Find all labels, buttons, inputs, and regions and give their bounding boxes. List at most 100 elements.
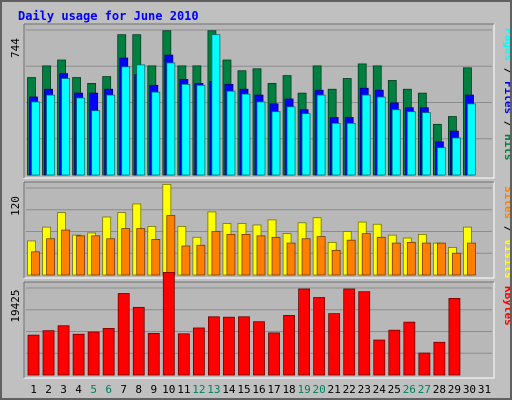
- bar-sites-day-21: [331, 249, 341, 276]
- bar-pages-day-19: [301, 113, 311, 176]
- x-tick-label-day-23: 23: [358, 383, 371, 396]
- x-tick-label-day-16: 16: [252, 383, 265, 396]
- x-tick-label-day-30: 30: [463, 383, 476, 396]
- bar-pages-day-13: [211, 34, 221, 176]
- bar-pages-day-2: [46, 94, 55, 176]
- bar-pages-day-7: [121, 66, 131, 176]
- bar-sites-day-24: [376, 236, 386, 276]
- bar-kbytes-day-5: [87, 331, 100, 376]
- bar-sites-day-13: [211, 231, 221, 276]
- legend-visits: Visits: [502, 239, 510, 279]
- bar-sites-day-16: [256, 235, 266, 276]
- bar-kbytes-day-6: [102, 328, 115, 376]
- bar-pages-day-22: [346, 122, 356, 176]
- bar-sites-day-11: [181, 245, 191, 276]
- bar-sites-day-23: [361, 233, 371, 276]
- bar-kbytes-day-21: [328, 313, 341, 376]
- x-tick-label-day-25: 25: [388, 383, 401, 396]
- bar-kbytes-day-11: [177, 333, 190, 376]
- bar-sites-day-15: [241, 233, 251, 276]
- bar-kbytes-day-29: [448, 298, 461, 376]
- x-tick-label-day-28: 28: [433, 383, 446, 396]
- bar-pages-day-14: [226, 90, 236, 176]
- bar-pages-day-4: [76, 97, 86, 176]
- panel-kbytes-max-label: 19425: [9, 289, 22, 322]
- bar-pages-day-26: [406, 111, 416, 176]
- bar-kbytes-day-28: [433, 341, 446, 376]
- x-tick-label-day-13: 13: [207, 383, 220, 396]
- x-tick-label-day-7: 7: [120, 383, 127, 396]
- legend-files: Files: [502, 81, 510, 114]
- bar-kbytes-day-27: [418, 352, 431, 376]
- bar-kbytes-day-13: [208, 316, 220, 376]
- bar-pages-day-1: [31, 101, 40, 176]
- bar-sites-day-29: [452, 252, 461, 276]
- bar-kbytes-day-20: [313, 297, 326, 376]
- bar-sites-day-1: [31, 251, 40, 276]
- bar-pages-day-23: [361, 94, 371, 176]
- bar-sites-day-27: [421, 242, 431, 276]
- bar-pages-day-15: [241, 93, 251, 176]
- chart-title: Daily usage for June 2010: [18, 9, 199, 23]
- bar-kbytes-day-26: [403, 321, 416, 376]
- bar-sites-day-19: [301, 238, 311, 276]
- bar-pages-day-8: [136, 64, 146, 176]
- bar-sites-day-26: [406, 241, 416, 276]
- bar-kbytes-day-1: [27, 334, 40, 376]
- bar-pages-day-27: [421, 112, 431, 176]
- bar-sites-day-30: [467, 242, 476, 276]
- bar-kbytes-day-14: [223, 316, 235, 376]
- bar-kbytes-day-9: [147, 332, 160, 376]
- panel-visits-max-label: 120: [9, 196, 22, 216]
- bar-kbytes-day-15: [238, 316, 250, 376]
- x-tick-label-day-6: 6: [105, 383, 112, 396]
- x-tick-label-day-19: 19: [297, 383, 310, 396]
- bar-sites-day-20: [316, 236, 326, 276]
- bar-pages-day-11: [181, 83, 191, 176]
- x-tick-label-day-9: 9: [150, 383, 157, 396]
- panel-usage-max-label: 744: [9, 38, 22, 58]
- bar-sites-day-2: [46, 238, 55, 276]
- x-tick-label-day-5: 5: [90, 383, 97, 396]
- bar-sites-day-28: [436, 242, 446, 276]
- bar-sites-day-3: [61, 229, 70, 276]
- legend-pages: Pages: [502, 28, 510, 61]
- bar-sites-day-9: [151, 239, 161, 276]
- bar-kbytes-day-8: [132, 306, 145, 376]
- bar-pages-day-10: [166, 62, 176, 176]
- bar-sites-day-14: [226, 233, 236, 276]
- x-tick-label-day-31: 31: [478, 383, 491, 396]
- bar-sites-day-25: [391, 242, 401, 276]
- bar-sites-day-12: [196, 244, 206, 276]
- panel-kbytes-legend: KBytes: [502, 286, 510, 326]
- bar-kbytes-day-24: [373, 339, 386, 376]
- legend-separator: /: [502, 61, 510, 81]
- x-tick-label-day-2: 2: [45, 383, 52, 396]
- x-tick-label-day-26: 26: [403, 383, 416, 396]
- x-tick-label-day-22: 22: [343, 383, 356, 396]
- bar-kbytes-day-16: [253, 321, 265, 376]
- bar-sites-day-7: [121, 228, 131, 276]
- bar-kbytes-day-22: [343, 288, 356, 376]
- bar-pages-day-5: [91, 110, 101, 176]
- bar-kbytes-day-12: [192, 327, 205, 376]
- bar-sites-day-17: [271, 236, 281, 276]
- x-tick-label-day-12: 12: [192, 383, 205, 396]
- bar-pages-day-25: [391, 109, 401, 176]
- x-tick-label-day-20: 20: [313, 383, 326, 396]
- bar-pages-day-6: [106, 94, 116, 176]
- legend-kbytes: KBytes: [502, 286, 510, 326]
- legend-sites: Sites: [502, 186, 510, 219]
- bar-sites-day-18: [286, 242, 296, 276]
- bar-pages-day-29: [452, 137, 461, 176]
- bar-sites-day-4: [76, 235, 86, 276]
- panel-visits-legend: Sites / Visits: [502, 186, 510, 279]
- bar-pages-day-16: [256, 101, 266, 176]
- bar-pages-day-30: [467, 103, 476, 176]
- x-tick-label-day-14: 14: [222, 383, 236, 396]
- bar-sites-day-5: [91, 235, 101, 276]
- bar-kbytes-day-2: [42, 330, 55, 376]
- legend-hits: Hits: [502, 134, 510, 161]
